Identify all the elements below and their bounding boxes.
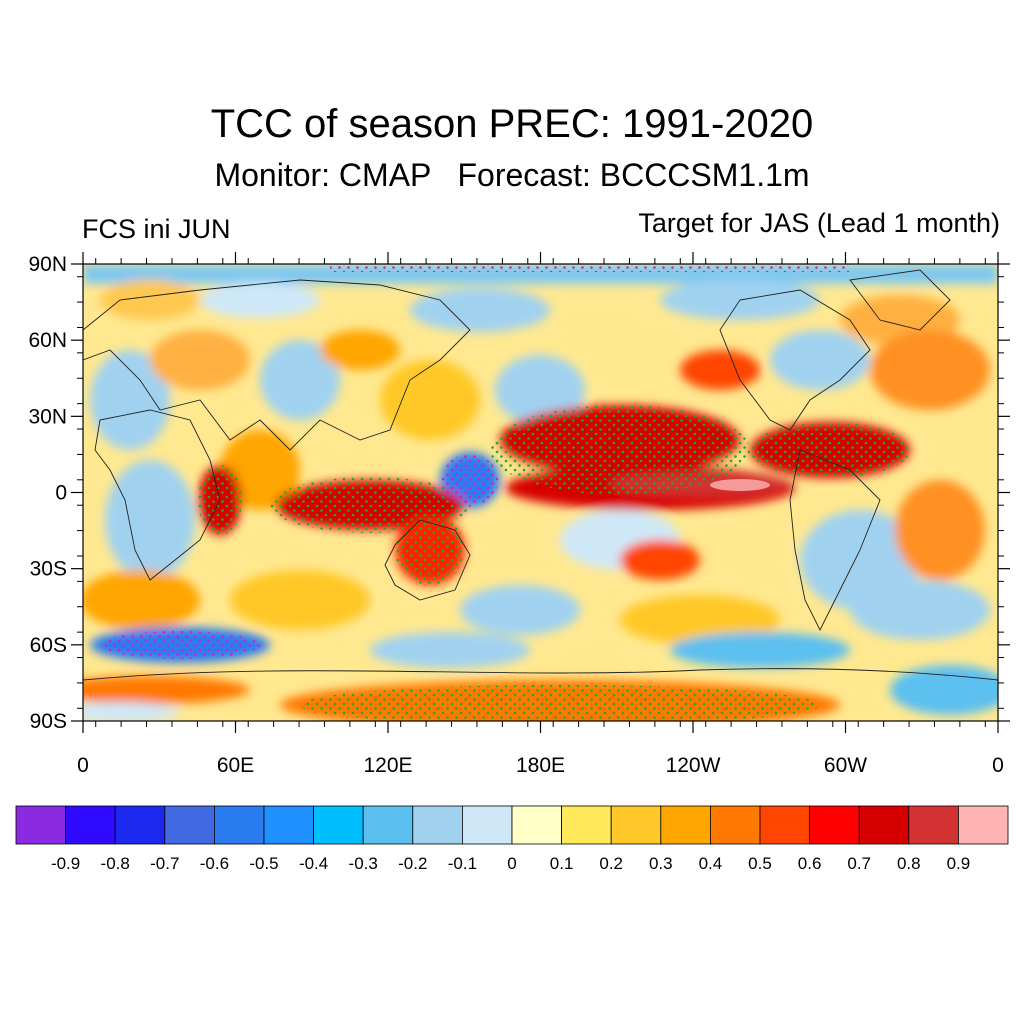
colorbar-swatch: [114, 805, 166, 845]
lon-tick-label: 60W: [824, 754, 867, 777]
colorbar-swatch: [958, 805, 1009, 845]
colorbar-label: 0.2: [599, 854, 623, 873]
colorbar-swatch: [213, 805, 265, 845]
colorbar-swatch: [511, 805, 562, 845]
lat-tick-label: 30S: [30, 558, 67, 581]
colorbar-swatch: [809, 805, 860, 845]
colorbar-label: 0.1: [550, 854, 574, 873]
colorbar-label: 0.8: [897, 854, 921, 873]
colorbar-label: -0.7: [150, 854, 179, 873]
colorbar: -0.9 -0.8 -0.7 -0.6 -0.5 -0.4 -0.3 -0.2 -0.1 0 0.1…: [15, 805, 1009, 873]
coastlines: [83, 269, 998, 681]
colorbar-label: -0.1: [448, 854, 477, 873]
colorbar-swatch: [362, 805, 414, 845]
colorbar-swatch: [263, 805, 314, 845]
colorbar-swatch: [710, 805, 761, 845]
lat-tick-label: 0: [55, 482, 67, 505]
chart-title: TCC of season PREC: 1991-2020: [210, 102, 814, 146]
lon-tick-label: 60E: [217, 754, 254, 777]
colorbar-label: 0.4: [699, 854, 723, 873]
colorbar-label: 0.5: [748, 854, 772, 873]
colorbar-swatch: [65, 805, 116, 845]
lon-tick-label: 0: [992, 754, 1004, 777]
colorbar-label: -0.9: [51, 854, 80, 873]
colorbar-label: 0: [507, 854, 516, 873]
colorbar-label: -0.8: [101, 854, 130, 873]
init-label: FCS ini JUN: [82, 214, 231, 244]
lon-tick-label: 180E: [516, 754, 565, 777]
colorbar-swatch: [858, 805, 910, 845]
colorbar-swatch: [313, 805, 364, 845]
target-label: Target for JAS (Lead 1 month): [638, 208, 1000, 238]
colorbar-label: -0.6: [200, 854, 229, 873]
map-axes: 90N 60N 30N 0 30S 60S 90S 0 60E 120E 180E 120W 60W 0: [28, 252, 1010, 777]
lat-tick-label: 60N: [28, 329, 67, 352]
lat-tick-label: 90S: [30, 710, 67, 733]
colorbar-label: 0.6: [798, 854, 822, 873]
colorbar-swatch: [759, 805, 810, 845]
colorbar-label: 0.9: [947, 854, 971, 873]
colorbar-swatch: [461, 805, 513, 845]
colorbar-label: -0.3: [349, 854, 378, 873]
colorbar-label: 0.3: [649, 854, 673, 873]
chart-subtitle: Monitor: CMAP Forecast: BCCCSM1.1m: [214, 157, 810, 193]
lat-tick-label: 60S: [30, 634, 67, 657]
colorbar-swatch: [660, 805, 711, 845]
correlation-field: [83, 264, 998, 721]
colorbar-swatch: [561, 805, 612, 845]
lon-tick-label: 120E: [363, 754, 412, 777]
colorbar-label: -0.2: [398, 854, 427, 873]
lon-tick-label: 0: [77, 754, 89, 777]
colorbar-swatch: [15, 805, 66, 845]
lat-tick-label: 90N: [28, 253, 67, 276]
lon-tick-label: 120W: [666, 754, 721, 777]
colorbar-swatch: [412, 805, 463, 845]
colorbar-swatch: [908, 805, 959, 845]
colorbar-swatch: [164, 805, 215, 845]
colorbar-label: 0.7: [847, 854, 871, 873]
colorbar-label: -0.5: [249, 854, 278, 873]
colorbar-swatch: [610, 805, 662, 845]
colorbar-label: -0.4: [299, 854, 328, 873]
lat-tick-label: 30N: [28, 405, 67, 428]
